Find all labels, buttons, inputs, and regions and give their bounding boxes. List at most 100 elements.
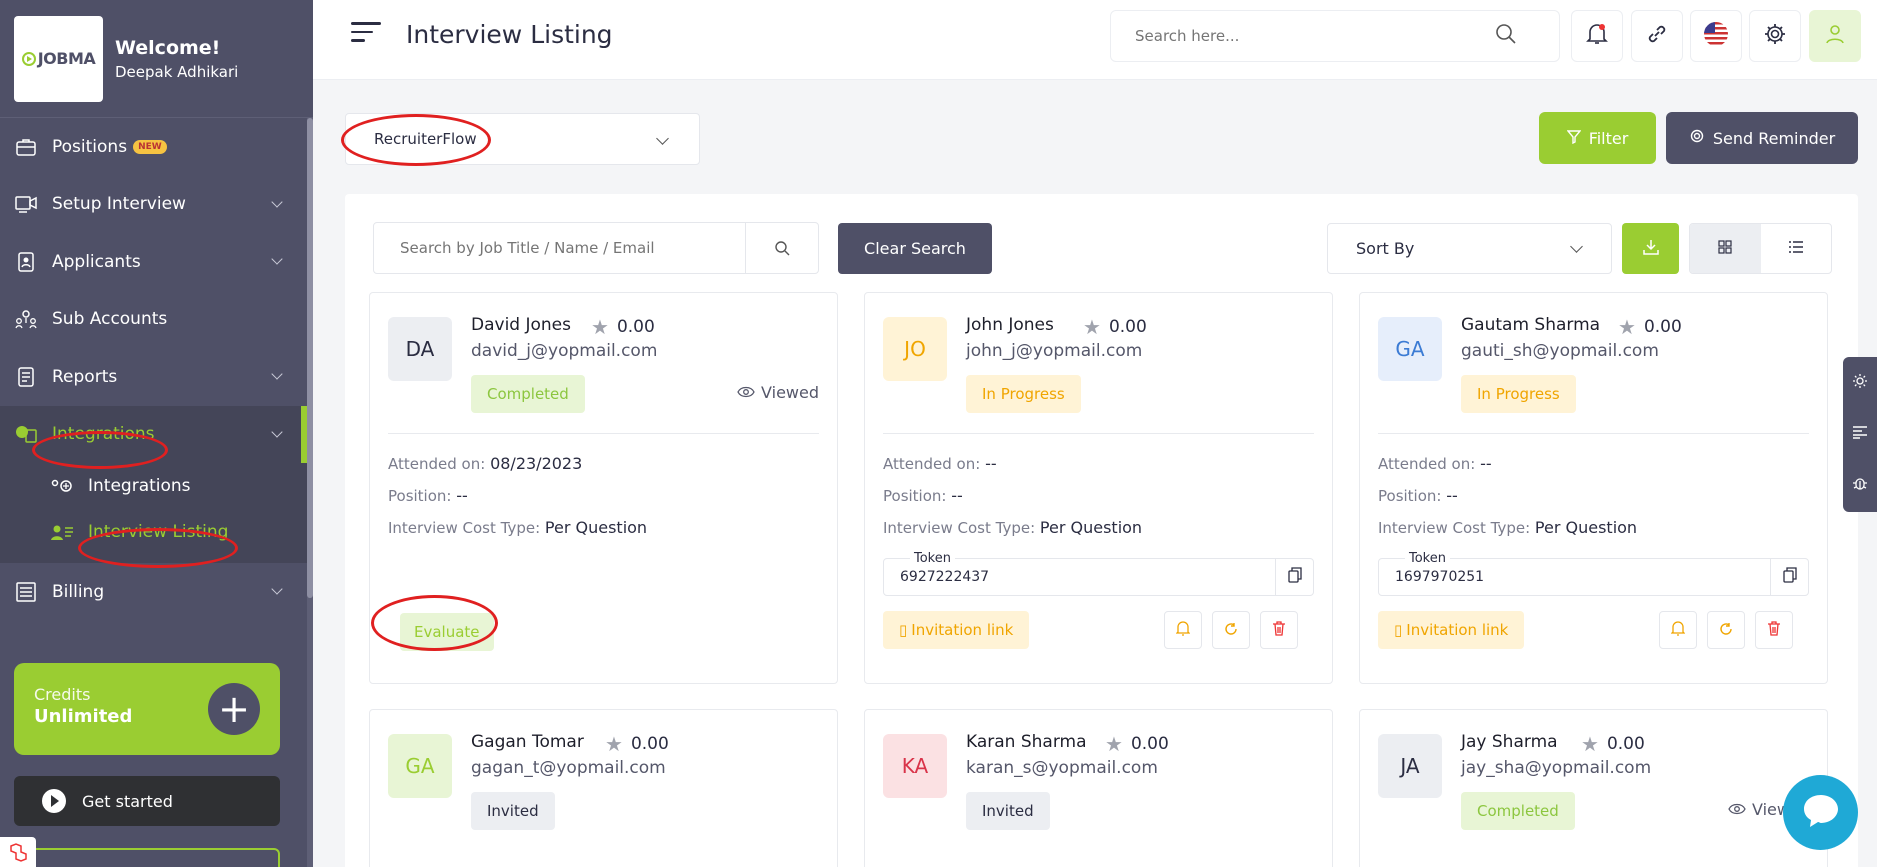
rating-value: 0.00 bbox=[1643, 317, 1682, 337]
sidebar-item-setup-interview[interactable]: Setup Interview bbox=[0, 176, 313, 234]
star-icon: ★ bbox=[1105, 732, 1123, 756]
video-icon bbox=[14, 193, 38, 215]
reminder-button[interactable] bbox=[1659, 611, 1697, 649]
sidebar-item-label: Billing bbox=[52, 581, 105, 602]
sidebar-item-label: Positions bbox=[52, 136, 128, 157]
position: Position: -- bbox=[388, 486, 468, 505]
theme-toggle-button[interactable] bbox=[1843, 357, 1877, 408]
cost-type-value: Per Question bbox=[1039, 518, 1143, 537]
sidebar: JOBMA Welcome! Deepak Adhikari Positions… bbox=[0, 0, 313, 867]
invitation-link-button[interactable]: ▯ Invitation link bbox=[1378, 611, 1525, 649]
grid-icon bbox=[1718, 239, 1732, 258]
sidebar-scrollbar[interactable] bbox=[307, 118, 313, 867]
delete-button[interactable] bbox=[1260, 611, 1298, 649]
delete-button[interactable] bbox=[1755, 611, 1793, 649]
search-icon[interactable] bbox=[1495, 23, 1517, 49]
rating: ★ 0.00 bbox=[591, 315, 655, 339]
sidebar-subitem-interview-listing[interactable]: Interview Listing bbox=[0, 509, 313, 555]
list-icon bbox=[1788, 239, 1804, 258]
candidate-card[interactable]: GA Gautam Sharma ★ 0.00 gauti_sh@yopmail.… bbox=[1359, 292, 1828, 684]
refresh-icon bbox=[1224, 621, 1238, 640]
user-list-icon bbox=[50, 524, 74, 540]
sidebar-item-reports[interactable]: Reports bbox=[0, 348, 313, 406]
us-flag-icon bbox=[1703, 21, 1729, 51]
grid-view-button[interactable] bbox=[1690, 224, 1761, 273]
copy-button[interactable] bbox=[1770, 559, 1808, 595]
eye-icon bbox=[737, 383, 755, 402]
candidate-card[interactable]: JO John Jones ★ 0.00 john_j@yopmail.com I… bbox=[864, 292, 1333, 684]
clear-search-button[interactable]: Clear Search bbox=[838, 223, 992, 274]
evaluate-button[interactable]: Evaluate bbox=[400, 613, 494, 651]
integration-select[interactable]: RecruiterFlow bbox=[345, 113, 700, 165]
interview-panel: Clear Search Sort By DA David Jones ★ 0.0… bbox=[345, 194, 1858, 867]
search-icon[interactable] bbox=[746, 240, 818, 256]
copy-button[interactable] bbox=[1275, 559, 1313, 595]
reminder-button[interactable] bbox=[1164, 611, 1202, 649]
viewed-label: View bbox=[1752, 800, 1790, 819]
debug-button[interactable] bbox=[1843, 459, 1877, 510]
candidate-name: Karan Sharma bbox=[966, 732, 1087, 752]
global-search[interactable] bbox=[1110, 10, 1560, 62]
position: Position: -- bbox=[1378, 486, 1458, 505]
sidebar-item-billing[interactable]: Billing bbox=[0, 563, 313, 621]
sidebar-subitem-integrations[interactable]: Integrations bbox=[0, 463, 313, 509]
star-icon: ★ bbox=[591, 315, 609, 339]
candidate-card[interactable]: GA Gagan Tomar ★ 0.00 gagan_t@yopmail.com… bbox=[369, 709, 838, 867]
token-field: Token 1697970251 bbox=[1378, 551, 1809, 596]
rating: ★ 0.00 bbox=[605, 732, 669, 756]
avatar: GA bbox=[1378, 317, 1442, 381]
sidebar-item-positions[interactable]: Positions NEW bbox=[0, 118, 313, 176]
bell-icon bbox=[1586, 22, 1608, 50]
interview-search-input[interactable] bbox=[374, 223, 746, 273]
global-search-input[interactable] bbox=[1135, 27, 1495, 45]
list-view-button[interactable] bbox=[1761, 224, 1832, 273]
get-started-label: Get started bbox=[82, 791, 173, 811]
copy-icon: ▯ bbox=[1394, 621, 1403, 639]
interview-search[interactable] bbox=[373, 222, 819, 274]
layout-button[interactable] bbox=[1843, 408, 1877, 459]
sort-by-select[interactable]: Sort By bbox=[1327, 223, 1612, 274]
sidebar-bottom-box[interactable] bbox=[14, 848, 280, 867]
credits-card: Credits Unlimited + bbox=[14, 663, 280, 755]
profile-button[interactable] bbox=[1809, 10, 1861, 62]
filter-button[interactable]: Filter bbox=[1539, 112, 1656, 164]
credits-label: Credits bbox=[34, 685, 91, 704]
sidebar-item-sub-accounts[interactable]: Sub Accounts bbox=[0, 291, 313, 349]
attended-value: -- bbox=[985, 454, 997, 473]
briefcase-icon bbox=[14, 136, 38, 158]
add-credits-button[interactable]: + bbox=[208, 683, 260, 735]
divider bbox=[883, 433, 1314, 434]
chevron-down-icon bbox=[656, 132, 669, 145]
menu-toggle-icon[interactable] bbox=[351, 22, 383, 46]
status-badge: Completed bbox=[471, 375, 585, 413]
get-started-button[interactable]: Get started bbox=[14, 776, 280, 826]
candidate-name: John Jones bbox=[966, 315, 1054, 335]
download-button[interactable] bbox=[1622, 223, 1679, 274]
chevron-down-icon bbox=[271, 425, 283, 438]
avatar: GA bbox=[388, 734, 452, 798]
notifications-button[interactable] bbox=[1571, 10, 1623, 62]
star-icon: ★ bbox=[1581, 732, 1599, 756]
sidebar-item-integrations[interactable]: Integrations bbox=[0, 405, 313, 464]
candidate-card[interactable]: DA David Jones ★ 0.00 david_j@yopmail.com… bbox=[369, 292, 838, 684]
invitation-link-button[interactable]: ▯ Invitation link bbox=[883, 611, 1030, 649]
language-button[interactable] bbox=[1690, 10, 1742, 62]
laravel-icon[interactable] bbox=[0, 837, 36, 867]
send-reminder-button[interactable]: Send Reminder bbox=[1666, 112, 1858, 164]
page-title: Interview Listing bbox=[406, 20, 613, 49]
new-badge: NEW bbox=[133, 139, 167, 154]
logo[interactable]: JOBMA bbox=[14, 15, 103, 102]
candidate-email: david_j@yopmail.com bbox=[471, 341, 658, 361]
resend-button[interactable] bbox=[1212, 611, 1250, 649]
resend-button[interactable] bbox=[1707, 611, 1745, 649]
eye-icon bbox=[1728, 800, 1746, 819]
scrollbar-thumb[interactable] bbox=[307, 118, 313, 598]
play-logo-icon bbox=[21, 51, 36, 66]
candidate-card[interactable]: KA Karan Sharma ★ 0.00 karan_s@yopmail.co… bbox=[864, 709, 1333, 867]
sidebar-subitem-label: Integrations bbox=[88, 476, 191, 496]
chat-widget-button[interactable] bbox=[1783, 775, 1858, 850]
link-button[interactable] bbox=[1631, 10, 1683, 62]
sidebar-item-applicants[interactable]: Applicants bbox=[0, 233, 313, 291]
settings-button[interactable] bbox=[1749, 10, 1801, 62]
candidate-card[interactable]: JA Jay Sharma ★ 0.00 jay_sha@yopmail.com … bbox=[1359, 709, 1828, 867]
